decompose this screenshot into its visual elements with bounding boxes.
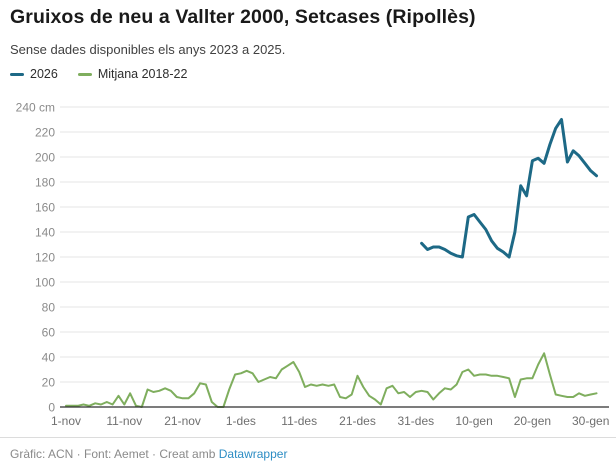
chart-svg: 0 20 40 60 80 100 120 140 160 180 200 220 240 cm 1-no… [16,101,610,429]
chart-subtitle: Sense dades disponibles els anys 2023 a … [10,42,286,57]
chart-legend: 2026 Mitjana 2018-22 [10,67,187,81]
y-tick-label-80: 80 [42,301,56,315]
line-chart: 0 20 40 60 80 100 120 140 160 180 200 220 240 cm 1-no… [0,92,616,432]
legend-item-mitjana: Mitjana 2018-22 [77,67,188,81]
y-tick-label-180: 180 [35,176,55,190]
y-tick-label-160: 160 [35,201,55,215]
y-tick-label-60: 60 [42,326,56,340]
legend-label-mitjana: Mitjana 2018-22 [97,67,188,81]
y-tick-label-200: 200 [35,151,55,165]
y-tick-label-220: 220 [35,126,55,140]
x-tick-label-20-gen: 20-gen [514,414,551,428]
x-tick-label-1-nov: 1-nov [51,414,81,428]
x-tick-label-11-des: 11-des [281,414,317,428]
legend-swatch-2026 [10,72,24,76]
x-tick-label-21-des: 21-des [339,414,376,428]
x-tick-label-11-nov: 11-nov [106,414,142,428]
legend-item-2026: 2026 [10,67,58,81]
y-tick-label-40: 40 [42,351,56,365]
x-tick-label-31-des: 31-des [397,414,434,428]
series-line-mitjana-2018-22 [65,352,598,408]
datawrapper-link[interactable]: Datawrapper [218,447,288,461]
chart-footer: Gràfic: ACN · Font: Aemet · Creat amb Da… [0,437,616,471]
series-line-2026 [420,118,598,259]
y-tick-label-140: 140 [35,226,55,240]
y-tick-label-100: 100 [35,276,55,290]
legend-swatch-mitjana [77,72,92,76]
legend-label-2026: 2026 [30,67,58,81]
y-tick-label-0: 0 [48,401,55,415]
x-tick-label-21-nov: 21-nov [164,414,201,428]
y-tick-label-240: 240 cm [16,101,55,115]
page-title: Gruixos de neu a Vallter 2000, Setcases … [10,6,476,28]
y-tick-label-20: 20 [42,376,56,390]
footer-credits: Gràfic: ACN · Font: Aemet · Creat amb [10,447,219,461]
x-tick-label-1-des: 1-des [226,414,256,428]
x-tick-label-10-gen: 10-gen [455,414,492,428]
x-tick-label-30-gen: 30-gen [572,414,609,428]
y-tick-label-120: 120 [35,251,55,265]
